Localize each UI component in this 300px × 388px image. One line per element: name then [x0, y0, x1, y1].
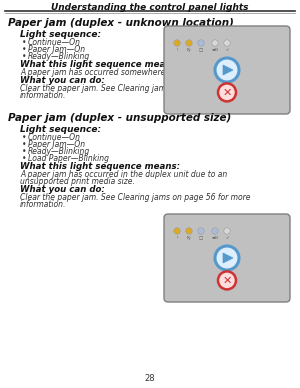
Text: Paper jam (duplex - unknown location): Paper jam (duplex - unknown location) — [8, 18, 234, 28]
Circle shape — [174, 228, 180, 234]
Circle shape — [215, 246, 239, 270]
Text: What this light sequence means:: What this light sequence means: — [20, 162, 180, 171]
Text: □: □ — [199, 48, 203, 52]
Text: Paper jam (duplex - unsupported size): Paper jam (duplex - unsupported size) — [8, 113, 231, 123]
Text: Continue—On: Continue—On — [28, 133, 81, 142]
Text: •: • — [22, 133, 26, 142]
Text: Continue—On: Continue—On — [28, 38, 81, 47]
Text: Paper Jam—On: Paper Jam—On — [28, 140, 85, 149]
Text: What you can do:: What you can do: — [20, 76, 105, 85]
Circle shape — [224, 228, 230, 234]
FancyBboxPatch shape — [164, 26, 290, 114]
Text: Clear the paper jam. See Clearing jams on page 56 for more: Clear the paper jam. See Clearing jams o… — [20, 84, 250, 93]
Text: A paper jam has occurred somewhere in the duplex unit.: A paper jam has occurred somewhere in th… — [20, 68, 238, 77]
Text: Load Paper—Blinking: Load Paper—Blinking — [28, 154, 109, 163]
Circle shape — [224, 40, 230, 46]
Text: !: ! — [176, 236, 178, 240]
Text: Understanding the control panel lights: Understanding the control panel lights — [51, 3, 249, 12]
Polygon shape — [223, 65, 233, 75]
Text: ✓: ✓ — [225, 48, 229, 52]
Circle shape — [218, 83, 236, 101]
Text: information.: information. — [20, 200, 66, 209]
Circle shape — [198, 228, 204, 234]
Text: Fȳ: Fȳ — [187, 236, 191, 240]
Text: •: • — [22, 38, 26, 47]
Text: ✕: ✕ — [222, 87, 232, 97]
Circle shape — [186, 228, 192, 234]
Text: !: ! — [176, 48, 178, 52]
Circle shape — [198, 40, 204, 46]
Text: What this light sequence means:: What this light sequence means: — [20, 60, 180, 69]
Circle shape — [174, 40, 180, 46]
Circle shape — [218, 271, 236, 289]
Text: •: • — [22, 154, 26, 163]
Text: A paper jam has occurred in the duplex unit due to an: A paper jam has occurred in the duplex u… — [20, 170, 227, 179]
Text: Paper Jam—On: Paper Jam—On — [28, 45, 85, 54]
Text: ✓: ✓ — [225, 236, 229, 240]
Text: Ready—Blinking: Ready—Blinking — [28, 52, 90, 61]
Text: •: • — [22, 147, 26, 156]
Text: □: □ — [199, 236, 203, 240]
Circle shape — [212, 40, 218, 46]
Text: Clear the paper jam. See Clearing jams on page 56 for more: Clear the paper jam. See Clearing jams o… — [20, 193, 250, 202]
Text: •: • — [22, 45, 26, 54]
Text: information.: information. — [20, 91, 66, 100]
Circle shape — [212, 228, 218, 234]
Text: •: • — [22, 140, 26, 149]
Text: ≡ʘ: ≡ʘ — [212, 48, 218, 52]
Text: Fȳ: Fȳ — [187, 48, 191, 52]
Text: ≡ʘ: ≡ʘ — [212, 236, 218, 240]
Circle shape — [215, 58, 239, 82]
Text: 28: 28 — [145, 374, 155, 383]
Text: What you can do:: What you can do: — [20, 185, 105, 194]
Text: unsupported print media size.: unsupported print media size. — [20, 177, 135, 186]
Text: Ready—Blinking: Ready—Blinking — [28, 147, 90, 156]
Text: •: • — [22, 52, 26, 61]
Text: Light sequence:: Light sequence: — [20, 125, 101, 134]
Polygon shape — [223, 253, 233, 263]
Text: Light sequence:: Light sequence: — [20, 30, 101, 39]
FancyBboxPatch shape — [164, 214, 290, 302]
Text: ✕: ✕ — [222, 275, 232, 286]
Circle shape — [186, 40, 192, 46]
